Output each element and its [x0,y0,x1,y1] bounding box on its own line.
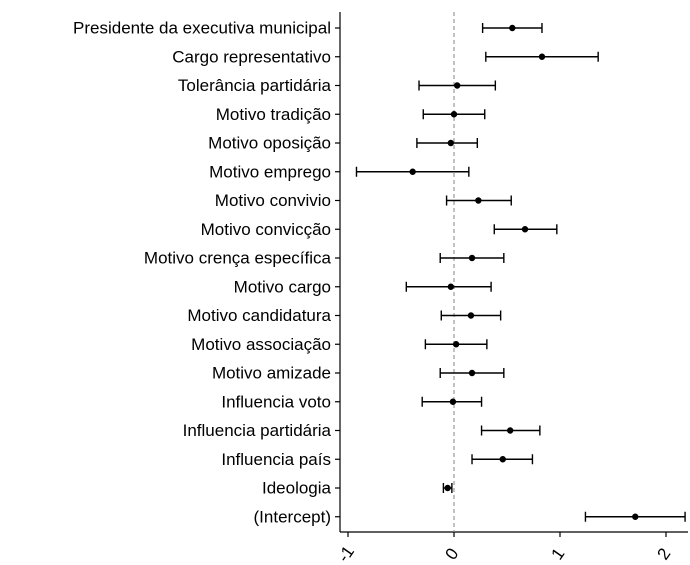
estimate-point [506,427,514,434]
estimate-point [447,139,455,147]
y-tick-label: Motivo associação [191,335,331,354]
y-axis: Presidente da executiva municipal Cargo r… [73,19,340,526]
y-tick-label: Motivo convivio [215,191,331,210]
x-tick-label: 0 [442,545,463,564]
estimate-point [632,513,639,520]
chart-marks [355,23,686,522]
y-tick-label: (Intercept) [254,507,331,526]
estimate-point [444,484,451,492]
y-tick-label: Motivo crença específica [144,249,332,268]
estimate-point [449,398,457,405]
y-tick-label: Influencia partidária [183,421,332,440]
y-tick-label: Motivo tradição [216,105,331,124]
estimate-point [467,312,475,319]
x-tick-label: 2 [654,545,675,564]
estimate-point [468,254,476,262]
y-tick-label: Motivo emprego [209,162,331,181]
y-tick-label: Motivo amizade [212,364,331,383]
estimate-point [453,82,461,89]
y-tick-label: Ideologia [262,479,332,498]
estimate-point [468,369,476,377]
y-tick-label: Motivo oposição [208,134,331,153]
plot-area [339,12,688,533]
y-tick-label: Influencia voto [221,392,331,411]
x-axis: -1 0 1 2 [334,532,675,565]
estimate-point [538,53,546,60]
y-tick-label: Influencia país [221,450,331,469]
estimate-point [499,456,506,463]
estimate-point [521,226,529,233]
estimate-point [475,197,482,204]
estimate-point [452,341,460,348]
estimate-point [450,111,458,118]
y-tick-label: Cargo representativo [172,47,331,66]
x-tick-label: -1 [334,542,358,565]
y-tick-label: Tolerância partidária [178,76,332,95]
y-tick-label: Motivo candidatura [187,306,331,325]
estimate-point [509,24,516,32]
x-tick-label: 1 [548,545,569,564]
estimate-point [409,168,416,175]
y-tick-label: Motivo convicção [201,220,331,239]
estimate-point [447,283,455,290]
y-tick-label: Motivo cargo [234,277,331,296]
y-tick-label: Presidente da executiva municipal [73,19,331,38]
